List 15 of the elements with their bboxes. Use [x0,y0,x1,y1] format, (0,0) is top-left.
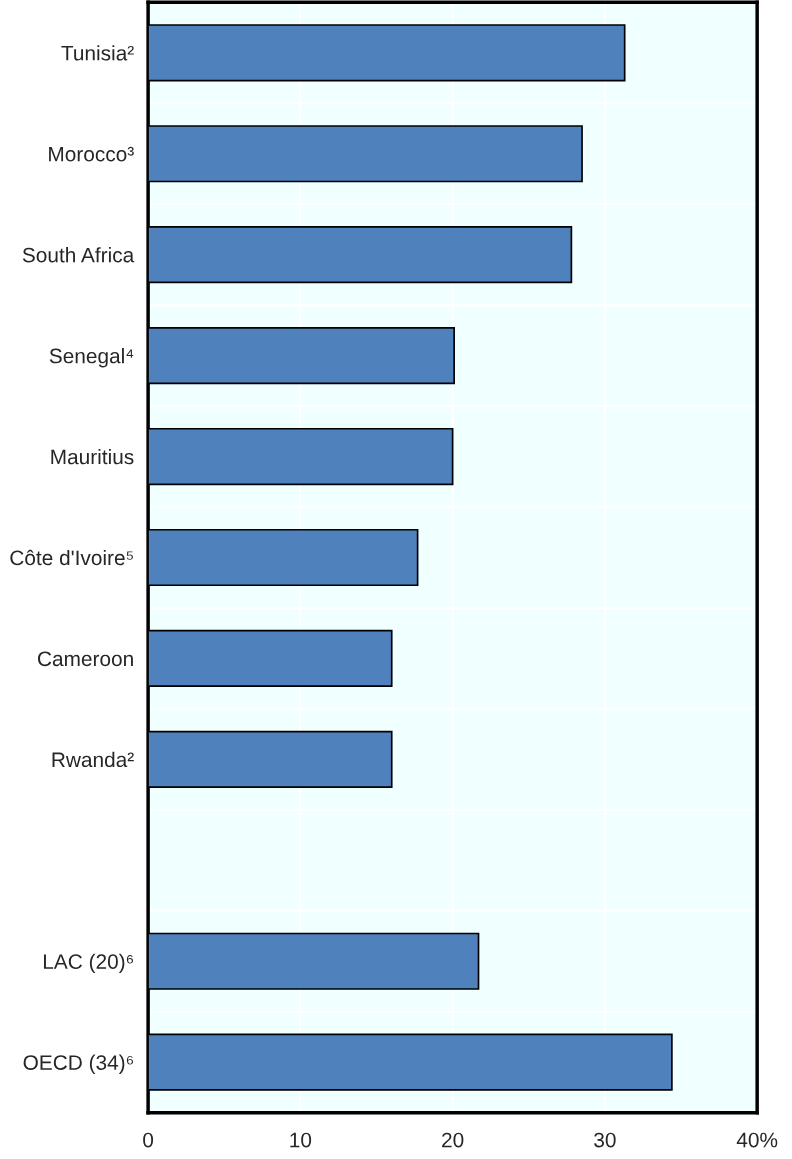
y-tick-label: Rwanda² [52,751,134,768]
y-tick-label: OECD (34)⁶ [23,1054,133,1075]
y-tick-label: Côte d'Ivoire⁵ [10,549,133,566]
y-tick-label: Cameroon [38,651,133,667]
x-tick-label: 40% [736,1132,778,1148]
y-tick-label: Morocco³ [49,146,134,162]
x-tick-label: 30 [594,1132,616,1148]
y-tick-label: Tunisia² [61,45,134,61]
y-tick-label: Mauritius [51,448,134,465]
y-tick-label: South Africa [22,247,135,263]
y-tick-label: LAC (20)⁶ [43,953,133,974]
x-tick-label: 0 [143,1132,154,1148]
x-tick-label: 20 [442,1132,464,1148]
y-tick-label: Senegal⁴ [49,348,134,368]
x-tick-label: 10 [290,1132,312,1148]
